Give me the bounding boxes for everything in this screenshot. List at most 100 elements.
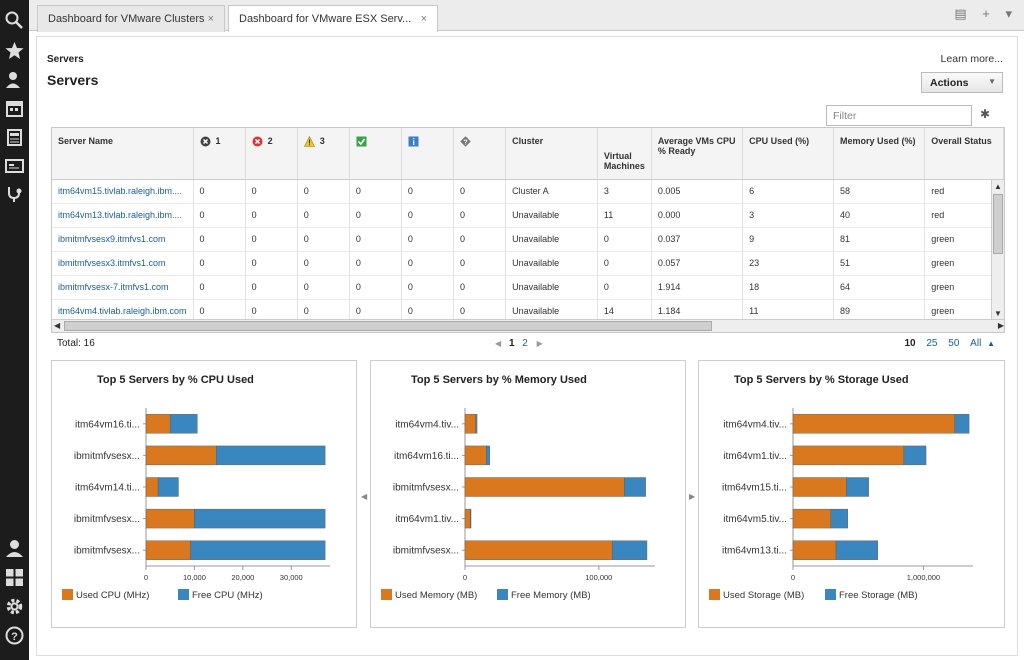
chevron-down-icon[interactable]: ▾	[1005, 6, 1012, 21]
event-count-cell: 0	[453, 251, 507, 276]
col-virtual-machines[interactable]: Virtual Machines	[597, 128, 652, 180]
event-count-cell: 0	[245, 179, 298, 204]
monitor-dashboard-icon[interactable]	[4, 156, 25, 177]
x-tick-label: 1,000,000	[907, 573, 940, 582]
memory-used-cell: 58	[833, 179, 926, 204]
filter-input[interactable]: Filter	[826, 105, 972, 126]
tab-vmware-esx-servers[interactable]: Dashboard for VMware ESX Serv... ×	[228, 5, 438, 32]
col-fatal[interactable]: 2	[245, 128, 298, 180]
category-label: ibmitmfvsesx...	[74, 451, 140, 462]
cluster-cell: Unavailable	[505, 203, 598, 228]
cpu-ready-cell: 1.914	[651, 275, 744, 300]
document-icon[interactable]: ▤	[954, 6, 967, 21]
close-icon[interactable]: ×	[420, 13, 427, 25]
col-avg-cpu-ready[interactable]: Average VMs CPU % Ready	[651, 128, 744, 180]
apps-grid-icon[interactable]	[4, 567, 25, 588]
scroll-right-icon[interactable]: ▶	[997, 321, 1004, 330]
server-name-link[interactable]: itm64vm15.tivlab.raleigh.ibm....	[52, 179, 194, 204]
scroll-down-icon[interactable]: ▼	[994, 309, 1002, 318]
calendar-icon[interactable]	[4, 98, 25, 119]
col-critical[interactable]: 1	[193, 128, 246, 180]
prev-page-icon[interactable]: ◀	[495, 339, 502, 348]
col-normal[interactable]	[349, 128, 402, 180]
bar-free	[846, 477, 869, 497]
breadcrumb[interactable]: Servers	[47, 54, 84, 65]
next-page-icon[interactable]: ▶	[536, 339, 543, 348]
filter-options-icon[interactable]: ✱	[980, 107, 991, 121]
col-warning[interactable]: 3	[297, 128, 350, 180]
table-row[interactable]: ibmitmfvsesx-7.itmfvs1.com 0 0 0 0 0 0 Unavaila…	[52, 275, 1004, 300]
x-tick-label: 100,000	[585, 573, 612, 582]
info-icon	[408, 136, 419, 147]
col-overall-status[interactable]: Overall Status	[924, 128, 1004, 180]
add-tab-icon[interactable]: +	[982, 6, 990, 21]
user-profile-icon[interactable]	[4, 538, 25, 559]
page-size-all[interactable]: All	[970, 338, 982, 349]
close-icon[interactable]: ×	[207, 13, 214, 25]
search-icon[interactable]	[4, 10, 25, 31]
bar-free	[190, 540, 326, 560]
col-unknown[interactable]: ?	[453, 128, 507, 180]
page-current[interactable]: 1	[508, 338, 515, 349]
col-server-name[interactable]: Server Name	[52, 128, 194, 180]
vm-count-cell: 3	[597, 179, 652, 204]
category-label: itm64vm13.ti...	[722, 546, 787, 557]
cpu-ready-cell: 0.000	[651, 203, 744, 228]
splitter-right-icon[interactable]: ▶	[689, 492, 696, 501]
event-count-cell: 0	[245, 227, 298, 252]
health-stethoscope-icon[interactable]	[4, 184, 25, 205]
cluster-cell: Unavailable	[505, 275, 598, 300]
scroll-up-icon[interactable]: ▲	[994, 182, 1002, 191]
memory-used-cell: 40	[833, 203, 926, 228]
pagination: ◀ 1 2 ▶	[495, 338, 543, 349]
event-count-cell: 0	[401, 251, 455, 276]
chart-panel-memory: Top 5 Servers by % Memory Used 0 100,000 i…	[370, 360, 686, 628]
col-cpu-used[interactable]: CPU Used (%)	[742, 128, 834, 180]
page-link[interactable]: 2	[522, 338, 528, 349]
table-row[interactable]: ibmitmfvsesx3.itmfvs1.com 0 0 0 0 0 0 Unavailab…	[52, 251, 1004, 276]
horizontal-scrollbar[interactable]: ◀ ▶	[52, 319, 1004, 332]
actions-dropdown[interactable]: Actions ▼	[921, 72, 1003, 93]
cpu-used-cell: 9	[742, 227, 834, 252]
tab-vmware-clusters[interactable]: Dashboard for VMware Clusters ×	[37, 5, 225, 32]
learn-more-link[interactable]: Learn more...	[940, 53, 1003, 65]
scroll-left-icon[interactable]: ◀	[54, 321, 61, 330]
server-name-link[interactable]: itm64vm13.tivlab.raleigh.ibm....	[52, 203, 194, 228]
server-name-link[interactable]: ibmitmfvsesx9.itmfvs1.com	[52, 227, 194, 252]
category-label: itm64vm4.tiv...	[395, 419, 459, 430]
cpu-used-cell: 23	[742, 251, 834, 276]
bar-free	[954, 414, 970, 434]
x-tick-label: 10,000	[183, 573, 206, 582]
gear-icon[interactable]	[4, 596, 25, 617]
splitter-left-icon[interactable]: ◀	[361, 492, 368, 501]
cluster-cell: Unavailable	[505, 227, 598, 252]
col-cluster[interactable]: Cluster	[505, 128, 598, 180]
page-size-10[interactable]: 10	[904, 338, 916, 349]
memory-used-cell: 51	[833, 251, 926, 276]
reports-icon[interactable]	[4, 127, 25, 148]
col-memory-used[interactable]: Memory Used (%)	[833, 128, 926, 180]
server-name-link[interactable]: ibmitmfvsesx-7.itmfvs1.com	[52, 275, 194, 300]
user-settings-icon[interactable]	[4, 70, 25, 91]
server-name-link[interactable]: ibmitmfvsesx3.itmfvs1.com	[52, 251, 194, 276]
actions-label: Actions	[930, 77, 969, 89]
table-row[interactable]: ibmitmfvsesx9.itmfvs1.com 0 0 0 0 0 0 Unavailab…	[52, 227, 1004, 252]
page-size-50[interactable]: 50	[948, 338, 960, 349]
table-row[interactable]: itm64vm15.tivlab.raleigh.ibm.... 0 0 0 0 0 0 Cl…	[52, 179, 1004, 204]
table-header-row: Server Name 1 2 3 ? Cluster Virtual Mach…	[52, 128, 1004, 180]
vertical-scrollbar[interactable]: ▲ ▼	[991, 180, 1004, 320]
bar-free	[830, 508, 848, 529]
scroll-thumb[interactable]	[64, 321, 712, 331]
x-tick-label: 30,000	[280, 573, 303, 582]
collapse-up-icon[interactable]: ▲	[987, 339, 995, 348]
status-cell: green	[924, 275, 1004, 300]
cpu-used-cell: 6	[742, 179, 834, 204]
table-row[interactable]: itm64vm13.tivlab.raleigh.ibm.... 0 0 0 0 0 0 Un…	[52, 203, 1004, 228]
favorites-star-icon[interactable]	[4, 40, 25, 61]
page-size-25[interactable]: 25	[926, 338, 938, 349]
bar-free	[216, 445, 326, 466]
help-icon[interactable]: ?	[4, 625, 25, 646]
col-info[interactable]	[401, 128, 455, 180]
scroll-thumb[interactable]	[993, 194, 1003, 254]
cpu-chart: 0 10,000 20,000 30,000 itm64vm16.ti... ibmitm…	[62, 408, 330, 601]
